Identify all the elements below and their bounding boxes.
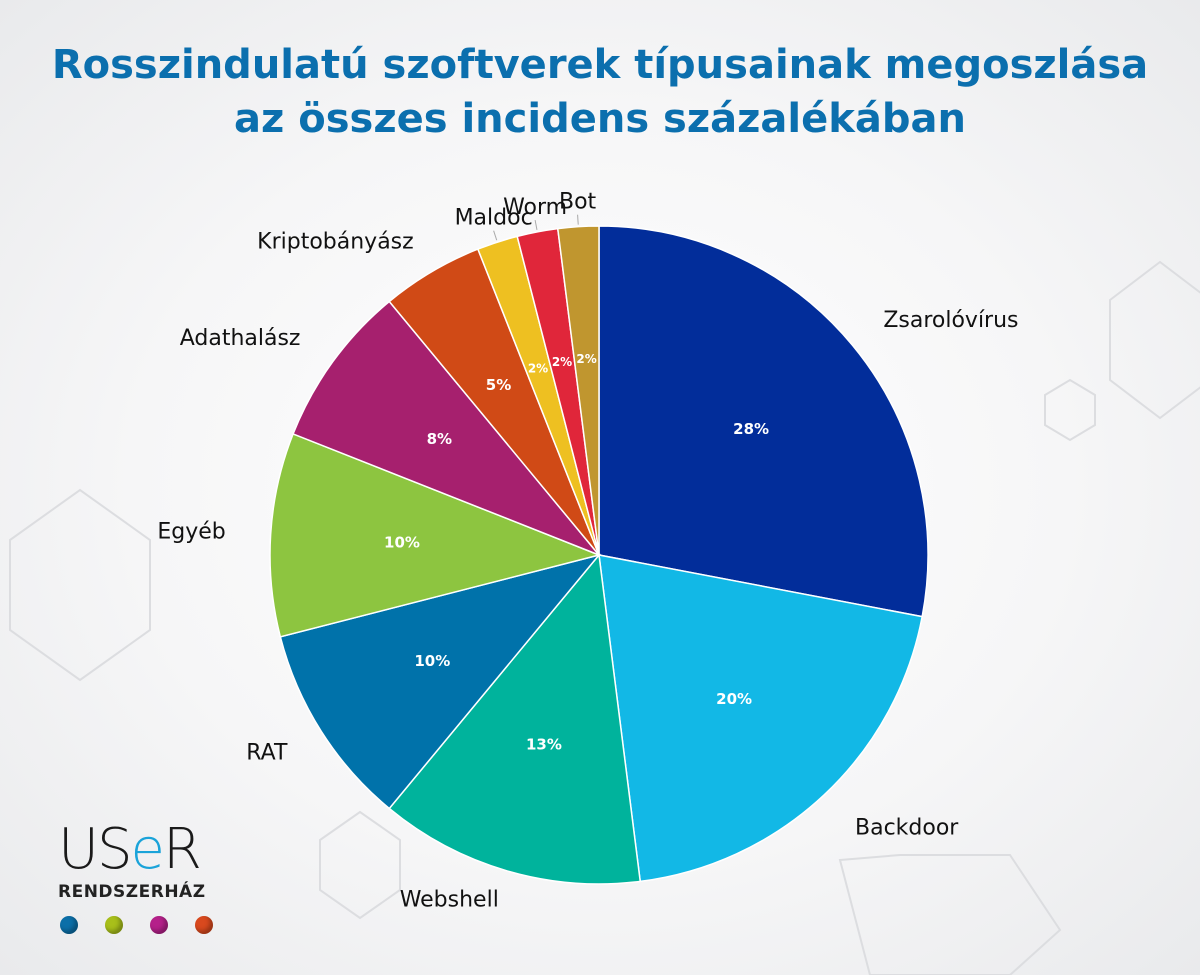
- pie-slice-3: [279, 553, 602, 810]
- chart-title: Rosszindulatú szoftverek típusainak mego…: [0, 38, 1200, 146]
- category-label: Webshell: [400, 888, 499, 913]
- logo-dots: [60, 916, 228, 934]
- value-label: 2%: [576, 352, 596, 366]
- category-label: Bot: [559, 190, 597, 215]
- category-label: Egyéb: [157, 520, 225, 545]
- pie-labels: 28% Zsarolóvírus 20% Backdoor 13% Webshell 10%…: [157, 190, 1018, 913]
- leader-line: [534, 219, 538, 230]
- category-label: RAT: [246, 741, 288, 766]
- leader-line: [493, 230, 498, 241]
- pie-slice-4: [269, 432, 602, 638]
- value-label: 28%: [733, 420, 769, 438]
- category-label: Adathalász: [180, 326, 301, 351]
- value-label: 5%: [486, 376, 511, 394]
- value-label: 10%: [414, 652, 450, 670]
- logo-dot: [150, 916, 168, 934]
- pie-slices: [269, 225, 929, 885]
- value-label: 10%: [384, 534, 420, 552]
- background-hexagons: [9, 260, 1200, 975]
- user-rendszerhaz-logo: USeR RENDSZERHÁZ: [58, 822, 228, 934]
- pie-slice-5: [292, 300, 600, 556]
- pie-slice-9: [556, 225, 600, 556]
- category-label: Zsarolóvírus: [883, 308, 1018, 333]
- pie-slice-2: [388, 553, 642, 885]
- leader-line: [577, 214, 579, 225]
- pie-slice-0: [598, 225, 929, 618]
- category-label: Kriptobányász: [257, 230, 414, 255]
- logo-subtitle: RENDSZERHÁZ: [58, 882, 206, 902]
- logo-dot: [105, 916, 123, 934]
- category-label: Worm: [503, 195, 567, 220]
- value-label: 8%: [427, 430, 452, 448]
- value-label: 2%: [528, 361, 548, 375]
- value-label: 13%: [526, 736, 562, 754]
- category-label: Backdoor: [855, 816, 959, 841]
- logo-dot: [60, 916, 78, 934]
- value-label: 20%: [716, 690, 752, 708]
- title-line-1: Rosszindulatú szoftverek típusainak mego…: [51, 42, 1149, 88]
- title-line-2: az összes incidens százalékában: [234, 96, 966, 142]
- pie-slice-1: [598, 554, 924, 883]
- category-label: Maldoc: [455, 206, 533, 231]
- value-label: 2%: [552, 355, 572, 369]
- logo-wordmark: USeR: [58, 817, 202, 882]
- logo-dot: [195, 916, 213, 934]
